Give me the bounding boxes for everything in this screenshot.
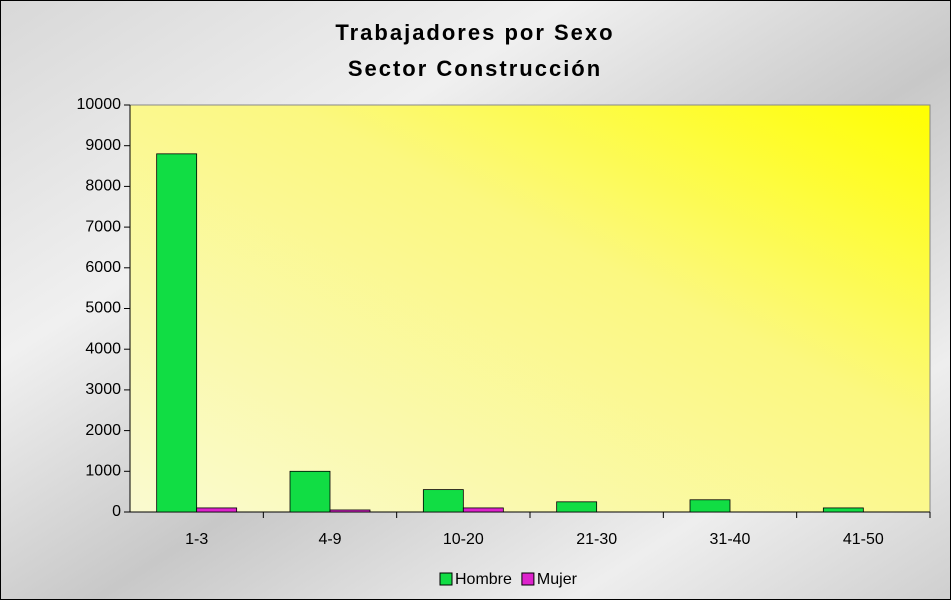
legend-swatch <box>521 572 535 586</box>
bar <box>822 507 864 513</box>
y-tick-label: 10000 <box>77 96 122 113</box>
y-tick-label: 3000 <box>85 381 121 398</box>
x-tick-label: 41-50 <box>843 531 884 548</box>
plot-area <box>129 104 931 513</box>
bar <box>689 499 731 513</box>
y-tick-label: 5000 <box>85 300 121 317</box>
legend-label: Mujer <box>537 571 578 588</box>
y-tick-label: 2000 <box>85 422 121 439</box>
y-tick-label: 1000 <box>85 463 121 480</box>
y-tick-label: 9000 <box>85 137 121 154</box>
bar <box>422 489 464 513</box>
y-tick-label: 6000 <box>85 259 121 276</box>
y-tick-label: 7000 <box>85 218 121 235</box>
x-tick-label: 4-9 <box>318 531 341 548</box>
x-tick-label: 10-20 <box>443 531 484 548</box>
x-tick-label: 1-3 <box>185 531 208 548</box>
bar <box>156 153 198 513</box>
y-tick-label: 8000 <box>85 178 121 195</box>
bar <box>196 507 238 513</box>
legend-label: Hombre <box>455 571 512 588</box>
bar <box>289 470 331 513</box>
y-tick-label: 4000 <box>85 340 121 357</box>
bar <box>329 509 371 513</box>
y-tick-label: 0 <box>112 503 121 520</box>
bar <box>462 507 504 513</box>
x-tick-label: 21-30 <box>576 531 617 548</box>
chart-subtitle: Sector Construcción <box>348 56 602 81</box>
bar <box>556 501 598 513</box>
x-tick-label: 31-40 <box>710 531 751 548</box>
legend-swatch <box>439 572 453 586</box>
chart-title: Trabajadores por Sexo <box>335 20 614 45</box>
